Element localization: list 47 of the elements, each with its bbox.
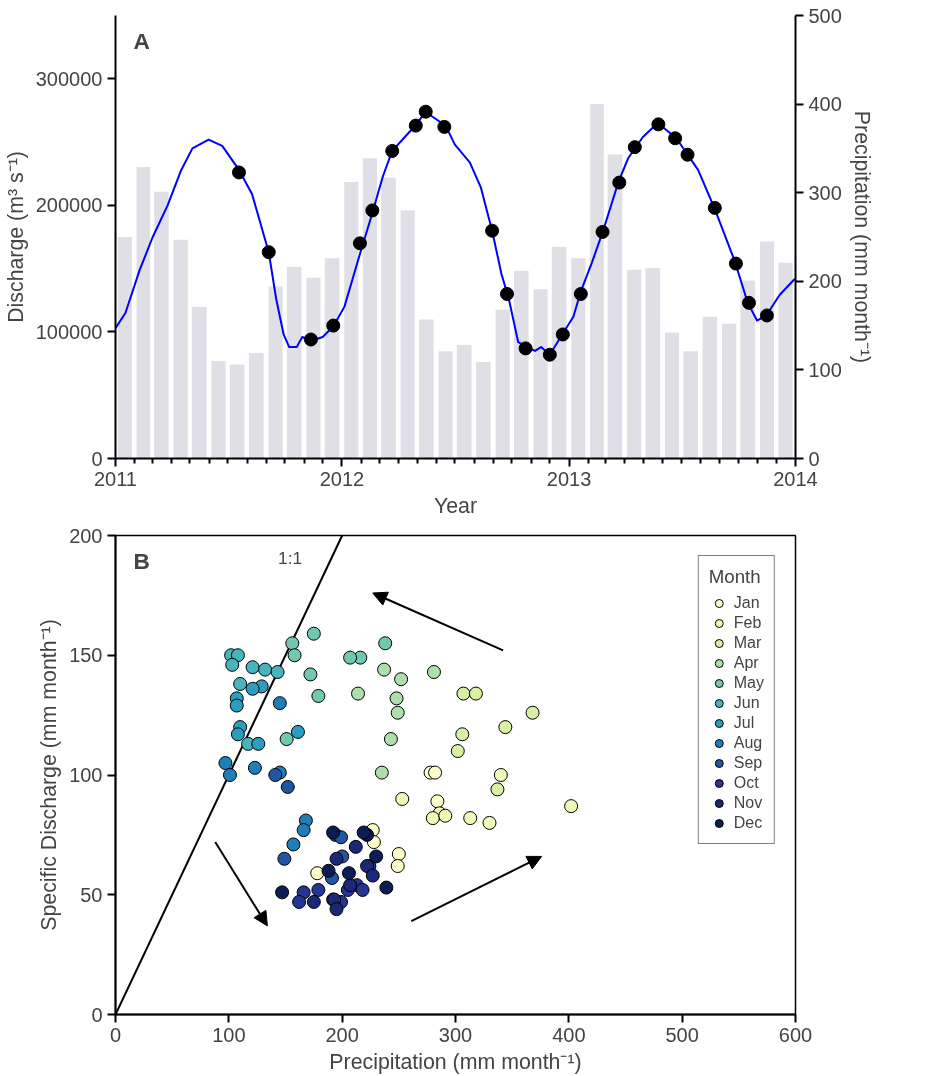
annotation: A: [133, 27, 150, 54]
y2-axis-title: Precipitation (mm month⁻¹): [849, 110, 874, 364]
x-tick-label: 2014: [773, 467, 818, 490]
x-axis-title: Year: [433, 493, 478, 518]
y-axis-title: Specific Discharge (mm month⁻¹): [37, 619, 62, 931]
x-axis-title: Precipitation (mm month⁻¹): [329, 1049, 582, 1074]
legend-label: Dec: [733, 814, 763, 832]
annotation: B: [133, 547, 150, 574]
legend-label: Nov: [733, 794, 763, 812]
y-tick-label: 200: [69, 524, 103, 547]
legend-label: Oct: [733, 774, 759, 792]
y2-tick-label: 200: [808, 270, 842, 293]
legend-label: Jul: [733, 714, 755, 732]
legend-label: Mar: [733, 634, 762, 652]
y-axis-title: Discharge (m³ s⁻¹): [3, 151, 28, 323]
x-tick-label: 2012: [319, 467, 365, 490]
y2-tick-label: 100: [808, 358, 842, 381]
legend-label: Apr: [733, 654, 759, 672]
y-tick-label: 100000: [35, 320, 103, 343]
y2-tick-label: 400: [808, 93, 842, 116]
legend-label: Sep: [733, 754, 763, 772]
x-tick-label: 100: [212, 1023, 246, 1046]
y-tick-label: 0: [91, 1003, 103, 1026]
y-tick-label: 0: [91, 447, 103, 470]
legend-label: Feb: [733, 614, 762, 632]
legend-label: Aug: [733, 734, 763, 752]
x-tick-label: 200: [325, 1023, 359, 1046]
y-tick-label: 100: [69, 764, 103, 786]
y2-tick-label: 0: [808, 447, 820, 470]
y2-tick-label: 500: [808, 4, 842, 27]
legend-label: May: [733, 674, 764, 692]
y-tick-label: 200000: [35, 194, 103, 217]
x-tick-label: 0: [109, 1023, 122, 1046]
y-tick-label: 50: [80, 883, 103, 906]
y-tick-label: 150: [69, 644, 103, 667]
legend-title: Month: [708, 566, 762, 588]
series-label: 1:1: [278, 547, 303, 568]
legend-label: Jun: [733, 694, 760, 712]
x-tick-label: 600: [778, 1023, 813, 1046]
x-tick-label: 400: [552, 1023, 586, 1046]
y-tick-label: 300000: [35, 67, 103, 90]
legend-label: Jan: [733, 594, 760, 612]
y2-tick-label: 300: [808, 181, 842, 204]
x-tick-label: 500: [665, 1023, 699, 1046]
x-tick-label: 2011: [94, 467, 138, 490]
x-tick-label: 300: [438, 1023, 473, 1046]
x-tick-label: 2013: [546, 467, 592, 490]
